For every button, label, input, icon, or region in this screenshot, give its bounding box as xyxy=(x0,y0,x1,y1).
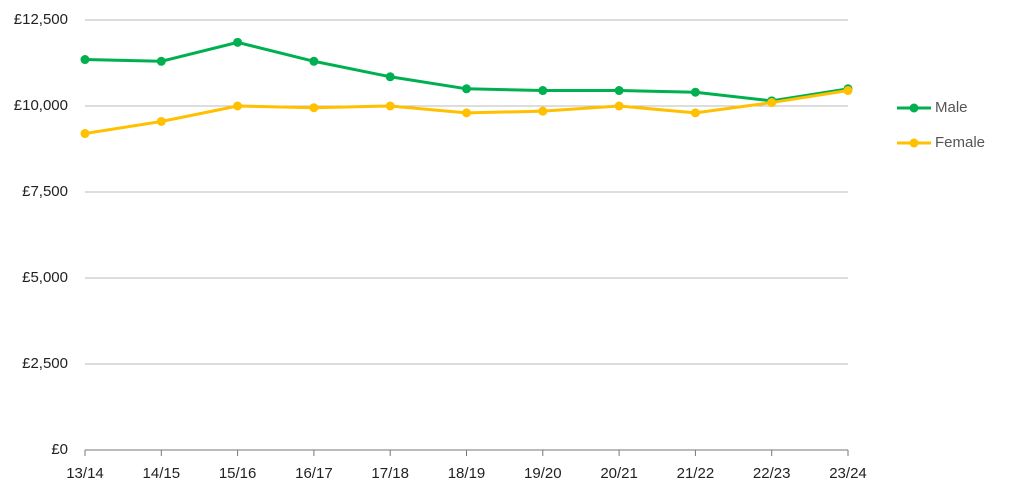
data-point xyxy=(156,116,166,126)
data-point xyxy=(233,37,243,47)
data-point xyxy=(80,129,90,139)
data-point xyxy=(843,86,853,96)
data-point xyxy=(538,86,548,96)
y-tick-label: £0 xyxy=(51,441,68,458)
data-point xyxy=(309,56,319,66)
y-tick-label: £12,500 xyxy=(14,11,68,28)
data-point xyxy=(385,72,395,82)
data-point xyxy=(462,108,471,118)
x-tick-label: 18/19 xyxy=(448,465,486,482)
data-point xyxy=(614,86,624,96)
data-point xyxy=(538,106,548,116)
x-tick-label: 15/16 xyxy=(219,465,257,482)
data-point xyxy=(690,108,700,118)
data-point xyxy=(462,84,471,94)
legend-marker xyxy=(909,138,919,148)
legend-marker xyxy=(909,103,919,113)
x-tick-label: 13/14 xyxy=(66,465,104,482)
x-tick-label: 14/15 xyxy=(143,465,181,482)
x-tick-label: 16/17 xyxy=(295,465,333,482)
y-tick-label: £2,500 xyxy=(22,355,68,372)
data-point xyxy=(690,87,700,97)
data-point xyxy=(80,55,90,65)
data-point xyxy=(614,101,624,111)
legend: Male Female xyxy=(897,99,985,151)
x-tick-label: 19/20 xyxy=(524,465,562,482)
data-point xyxy=(156,56,166,66)
legend-label: Female xyxy=(935,134,985,151)
x-tick-label: 23/24 xyxy=(829,465,867,482)
data-point xyxy=(385,101,395,111)
data-point xyxy=(767,98,777,108)
data-point xyxy=(309,103,319,113)
x-tick-label: 17/18 xyxy=(371,465,409,482)
x-tick-label: 20/21 xyxy=(600,465,638,482)
x-tick-label: 21/22 xyxy=(677,465,715,482)
data-point xyxy=(233,101,243,111)
y-tick-label: £5,000 xyxy=(22,269,68,286)
y-tick-label: £10,000 xyxy=(14,97,68,114)
legend-label: Male xyxy=(935,99,968,116)
y-tick-label: £7,500 xyxy=(22,183,68,200)
x-tick-label: 22/23 xyxy=(753,465,791,482)
